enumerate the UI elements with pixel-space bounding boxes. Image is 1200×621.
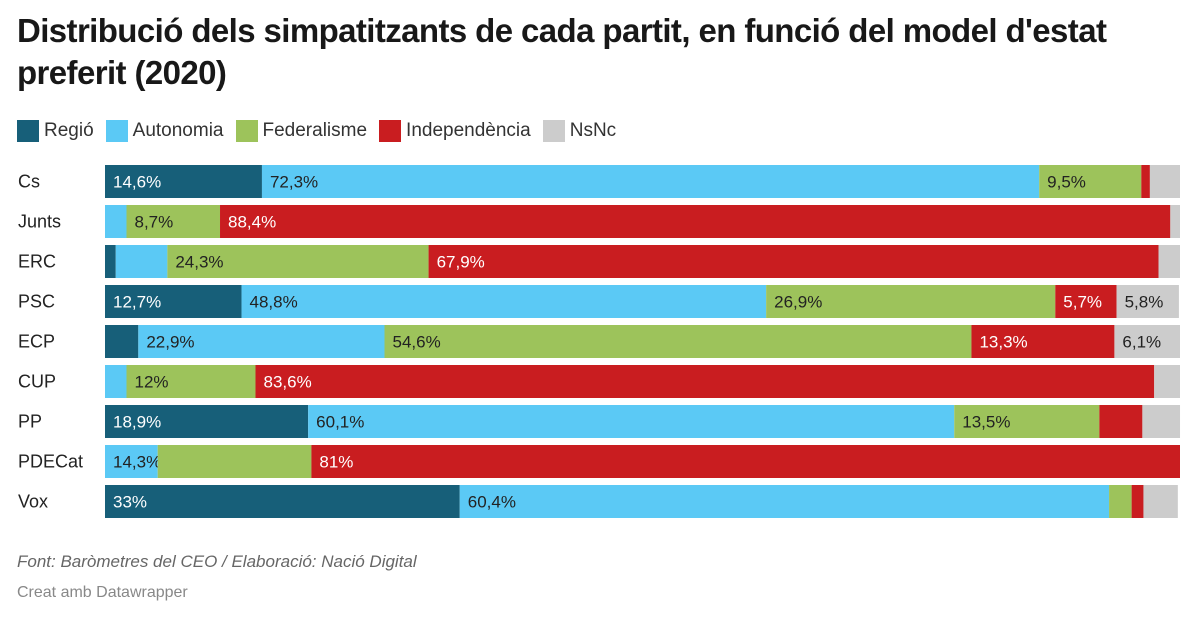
row-label-pp: PP	[18, 412, 42, 432]
data-label-junts-federalisme: 8,7%	[135, 213, 174, 232]
bar-segment-cs-independencia	[1141, 165, 1150, 198]
legend-label-autonomia: Autonomia	[132, 120, 224, 141]
chart-title: Distribució dels simpatitzants de cada p…	[17, 12, 1107, 91]
data-label-pp-regio: 18,9%	[113, 413, 161, 432]
legend-label-federalisme: Federalisme	[262, 120, 368, 141]
data-label-erc-federalisme: 24,3%	[175, 253, 223, 272]
bar-segment-psc-independencia	[1055, 285, 1117, 318]
legend-swatch-regio	[17, 120, 39, 142]
credit-note: Creat amb Datawrapper	[17, 584, 188, 601]
data-label-pdecat-independencia: 81%	[319, 453, 353, 472]
data-label-cs-autonomia: 72,3%	[270, 173, 318, 192]
row-label-pdecat: PDECat	[18, 452, 83, 472]
bar-segment-vox-regio	[105, 485, 460, 518]
legend-item-nsnc: NsNc	[542, 120, 617, 142]
bar-segment-erc-federalisme	[167, 245, 429, 278]
row-label-junts: Junts	[18, 212, 61, 232]
data-label-ecp-independencia: 13,3%	[979, 333, 1027, 352]
data-label-ecp-federalisme: 54,6%	[393, 333, 441, 352]
bar-segment-pp-nsnc	[1142, 405, 1181, 438]
bar-segment-cup-independencia	[255, 365, 1155, 398]
data-label-psc-nsnc: 5,8%	[1125, 293, 1164, 312]
data-label-ecp-autonomia: 22,9%	[146, 333, 194, 352]
bar-segment-pdecat-independencia	[311, 445, 1180, 478]
bar-segment-psc-nsnc	[1116, 285, 1179, 318]
bar-segment-erc-independencia	[428, 245, 1159, 278]
data-label-pdecat-autonomia: 14,3%	[113, 453, 161, 472]
bar-segment-psc-federalisme	[766, 285, 1056, 318]
legend-item-independencia: Independència	[379, 120, 531, 142]
bar-segment-psc-regio	[105, 285, 242, 318]
row-label-vox: Vox	[18, 492, 48, 512]
legend-swatch-autonomia	[105, 120, 128, 142]
data-label-psc-autonomia: 48,8%	[250, 293, 298, 312]
data-label-psc-independencia: 5,7%	[1063, 293, 1102, 312]
bar-segment-vox-independencia	[1131, 485, 1144, 518]
data-label-cs-regio: 14,6%	[113, 173, 161, 192]
bar-segment-erc-nsnc	[1158, 245, 1180, 278]
bar-segment-junts-nsnc	[1170, 205, 1180, 238]
bar-segment-ecp-nsnc	[1114, 325, 1180, 358]
legend-swatch-nsnc	[542, 120, 565, 142]
bar-segment-pdecat-autonomia	[105, 445, 158, 478]
legend-item-regio: Regió	[17, 120, 94, 142]
bar-segment-pdecat-federalisme	[157, 445, 312, 478]
bar-segment-junts-independencia	[220, 205, 1171, 238]
data-label-psc-regio: 12,7%	[113, 293, 161, 312]
bar-segment-cup-autonomia	[105, 365, 127, 398]
data-label-cs-federalisme: 9,5%	[1047, 173, 1086, 192]
data-label-cup-federalisme: 12%	[135, 373, 169, 392]
bar-segment-ecp-independencia	[971, 325, 1115, 358]
bar-segment-pp-autonomia	[308, 405, 955, 438]
legend-item-federalisme: Federalisme	[235, 120, 368, 142]
bar-segment-vox-nsnc	[1143, 485, 1178, 518]
bar-segment-ecp-regio	[105, 325, 139, 358]
row-label-ecp: ECP	[18, 332, 55, 352]
data-label-vox-regio: 33%	[113, 493, 147, 512]
row-label-cup: CUP	[18, 372, 56, 392]
bar-segment-pp-regio	[105, 405, 309, 438]
legend-label-independencia: Independència	[406, 120, 531, 141]
data-label-pp-autonomia: 60,1%	[316, 413, 364, 432]
bar-segment-cup-federalisme	[126, 365, 256, 398]
bar-segment-junts-autonomia	[105, 205, 127, 238]
data-label-psc-federalisme: 26,9%	[774, 293, 822, 312]
bar-segment-cup-nsnc	[1154, 365, 1180, 398]
legend-swatch-independencia	[379, 120, 402, 142]
data-label-junts-independencia: 88,4%	[228, 213, 276, 232]
bar-segment-erc-autonomia	[115, 245, 168, 278]
data-label-vox-autonomia: 60,4%	[468, 493, 516, 512]
legend-swatch-federalisme	[235, 120, 258, 142]
data-label-ecp-nsnc: 6,1%	[1122, 333, 1161, 352]
data-label-erc-independencia: 67,9%	[437, 253, 485, 272]
bar-segment-pp-federalisme	[954, 405, 1100, 438]
stacked-bar-chart: Cs 14,6% 72,3% 9,5% Junts 8,7% 88,4% ERC 24,3% 67…	[18, 165, 1181, 518]
bar-segment-pp-independencia	[1099, 405, 1143, 438]
bar-segment-vox-federalisme	[1109, 485, 1132, 518]
bar-segment-ecp-federalisme	[384, 325, 972, 358]
legend: Regió Autonomia Federalisme Independènci…	[17, 119, 628, 143]
legend-label-nsnc: NsNc	[569, 120, 617, 141]
legend-label-regio: Regió	[44, 120, 94, 141]
bar-segment-erc-regio	[105, 245, 116, 278]
bar-segment-cs-nsnc	[1149, 165, 1180, 198]
bar-segment-cs-regio	[105, 165, 262, 198]
source-note: Font: Baròmetres del CEO / Elaboració: N…	[17, 552, 417, 571]
row-label-psc: PSC	[18, 292, 55, 312]
bar-segment-vox-autonomia	[459, 485, 1110, 518]
bar-segment-cs-federalisme	[1039, 165, 1142, 198]
row-label-cs: Cs	[18, 172, 40, 192]
bar-segment-ecp-autonomia	[138, 325, 385, 358]
bar-segment-junts-federalisme	[126, 205, 221, 238]
bar-segment-cs-autonomia	[261, 165, 1040, 198]
bar-segment-psc-autonomia	[241, 285, 767, 318]
row-label-erc: ERC	[18, 252, 56, 272]
data-label-cup-independencia: 83,6%	[264, 373, 312, 392]
legend-item-autonomia: Autonomia	[105, 120, 224, 142]
data-label-pp-federalisme: 13,5%	[962, 413, 1010, 432]
